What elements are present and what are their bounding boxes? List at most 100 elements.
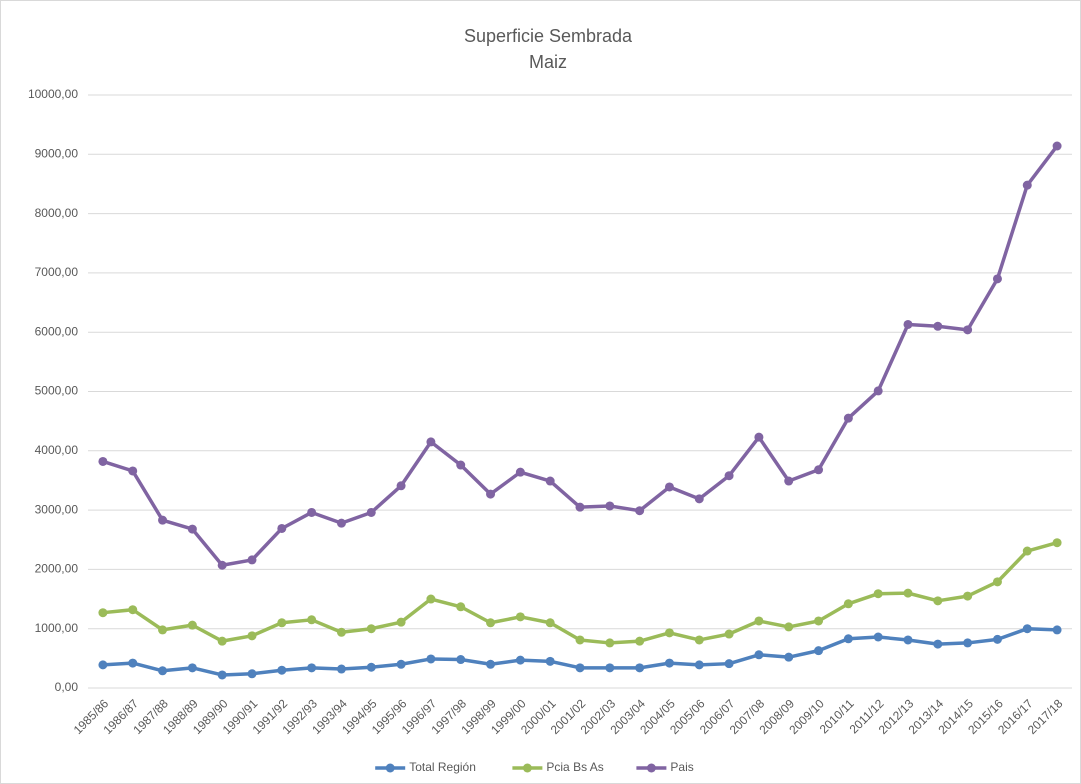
data-point [903,635,913,645]
data-point [515,612,525,622]
data-point [575,635,585,645]
data-point [843,634,853,644]
data-point [277,618,287,628]
y-tick-label: 6000,00 [35,324,79,338]
legend-label: Pcia Bs As [546,760,603,774]
data-point [307,663,317,673]
data-point [158,515,168,525]
data-point [247,555,257,565]
y-tick-label: 2000,00 [35,562,79,576]
data-point [336,627,346,637]
data-point [843,599,853,609]
y-tick-label: 4000,00 [35,443,79,457]
data-point [963,591,973,601]
data-point [366,507,376,517]
data-point [873,589,883,599]
data-point [754,650,764,660]
chart-subtitle: Maiz [529,52,567,72]
data-point [307,507,317,517]
data-point [456,460,466,470]
y-tick-label: 10000,00 [28,87,78,101]
data-point [486,659,496,669]
y-tick-label: 3000,00 [35,502,79,516]
data-point [694,494,704,504]
y-tick-label: 5000,00 [35,384,79,398]
data-point [992,577,1002,587]
data-point [515,467,525,477]
data-point [843,413,853,423]
data-point [456,602,466,612]
data-point [515,655,525,665]
data-point [277,665,287,675]
y-tick-label: 9000,00 [35,146,79,160]
data-point [963,325,973,335]
data-point [1052,625,1062,635]
data-point [784,622,794,632]
data-point [336,518,346,528]
data-point [426,654,436,664]
data-point [873,632,883,642]
data-point [545,476,555,486]
legend-label: Total Región [409,760,476,774]
data-point [98,456,108,466]
data-point [366,662,376,672]
data-point [903,588,913,598]
data-point [605,501,615,511]
data-point [545,618,555,628]
data-point [128,466,138,476]
data-point [992,634,1002,644]
data-point [396,659,406,669]
data-point [635,506,645,516]
data-point [873,386,883,396]
data-point [664,628,674,638]
data-point [694,635,704,645]
y-tick-label: 0,00 [55,680,79,694]
data-point [486,489,496,499]
data-point [426,594,436,604]
data-point [635,663,645,673]
legend-label: Pais [670,760,693,774]
data-point [545,656,555,666]
data-point [933,321,943,331]
data-point [754,616,764,626]
data-point [217,636,227,646]
data-point [187,524,197,534]
data-point [396,617,406,627]
data-point [217,670,227,680]
data-point [366,624,376,634]
data-point [277,523,287,533]
data-point [426,437,436,447]
legend-marker [522,763,532,773]
data-point [814,616,824,626]
data-point [456,655,466,665]
data-point [963,638,973,648]
data-point [575,502,585,512]
data-point [814,465,824,475]
data-point [575,663,585,673]
data-point [1022,546,1032,556]
data-point [784,652,794,662]
data-point [903,319,913,329]
data-point [486,618,496,628]
data-point [187,620,197,630]
data-point [1052,141,1062,151]
data-point [605,663,615,673]
data-point [187,663,197,673]
data-point [217,560,227,570]
data-point [664,658,674,668]
y-tick-label: 8000,00 [35,206,79,220]
data-point [396,481,406,491]
data-point [247,631,257,641]
data-point [784,476,794,486]
data-point [992,274,1002,284]
data-point [128,605,138,615]
data-point [1022,624,1032,634]
chart-title: Superficie Sembrada [464,26,633,46]
data-point [336,664,346,674]
data-point [724,659,734,669]
y-tick-label: 1000,00 [35,621,79,635]
data-point [694,660,704,670]
data-point [605,638,615,648]
y-tick-label: 7000,00 [35,265,79,279]
